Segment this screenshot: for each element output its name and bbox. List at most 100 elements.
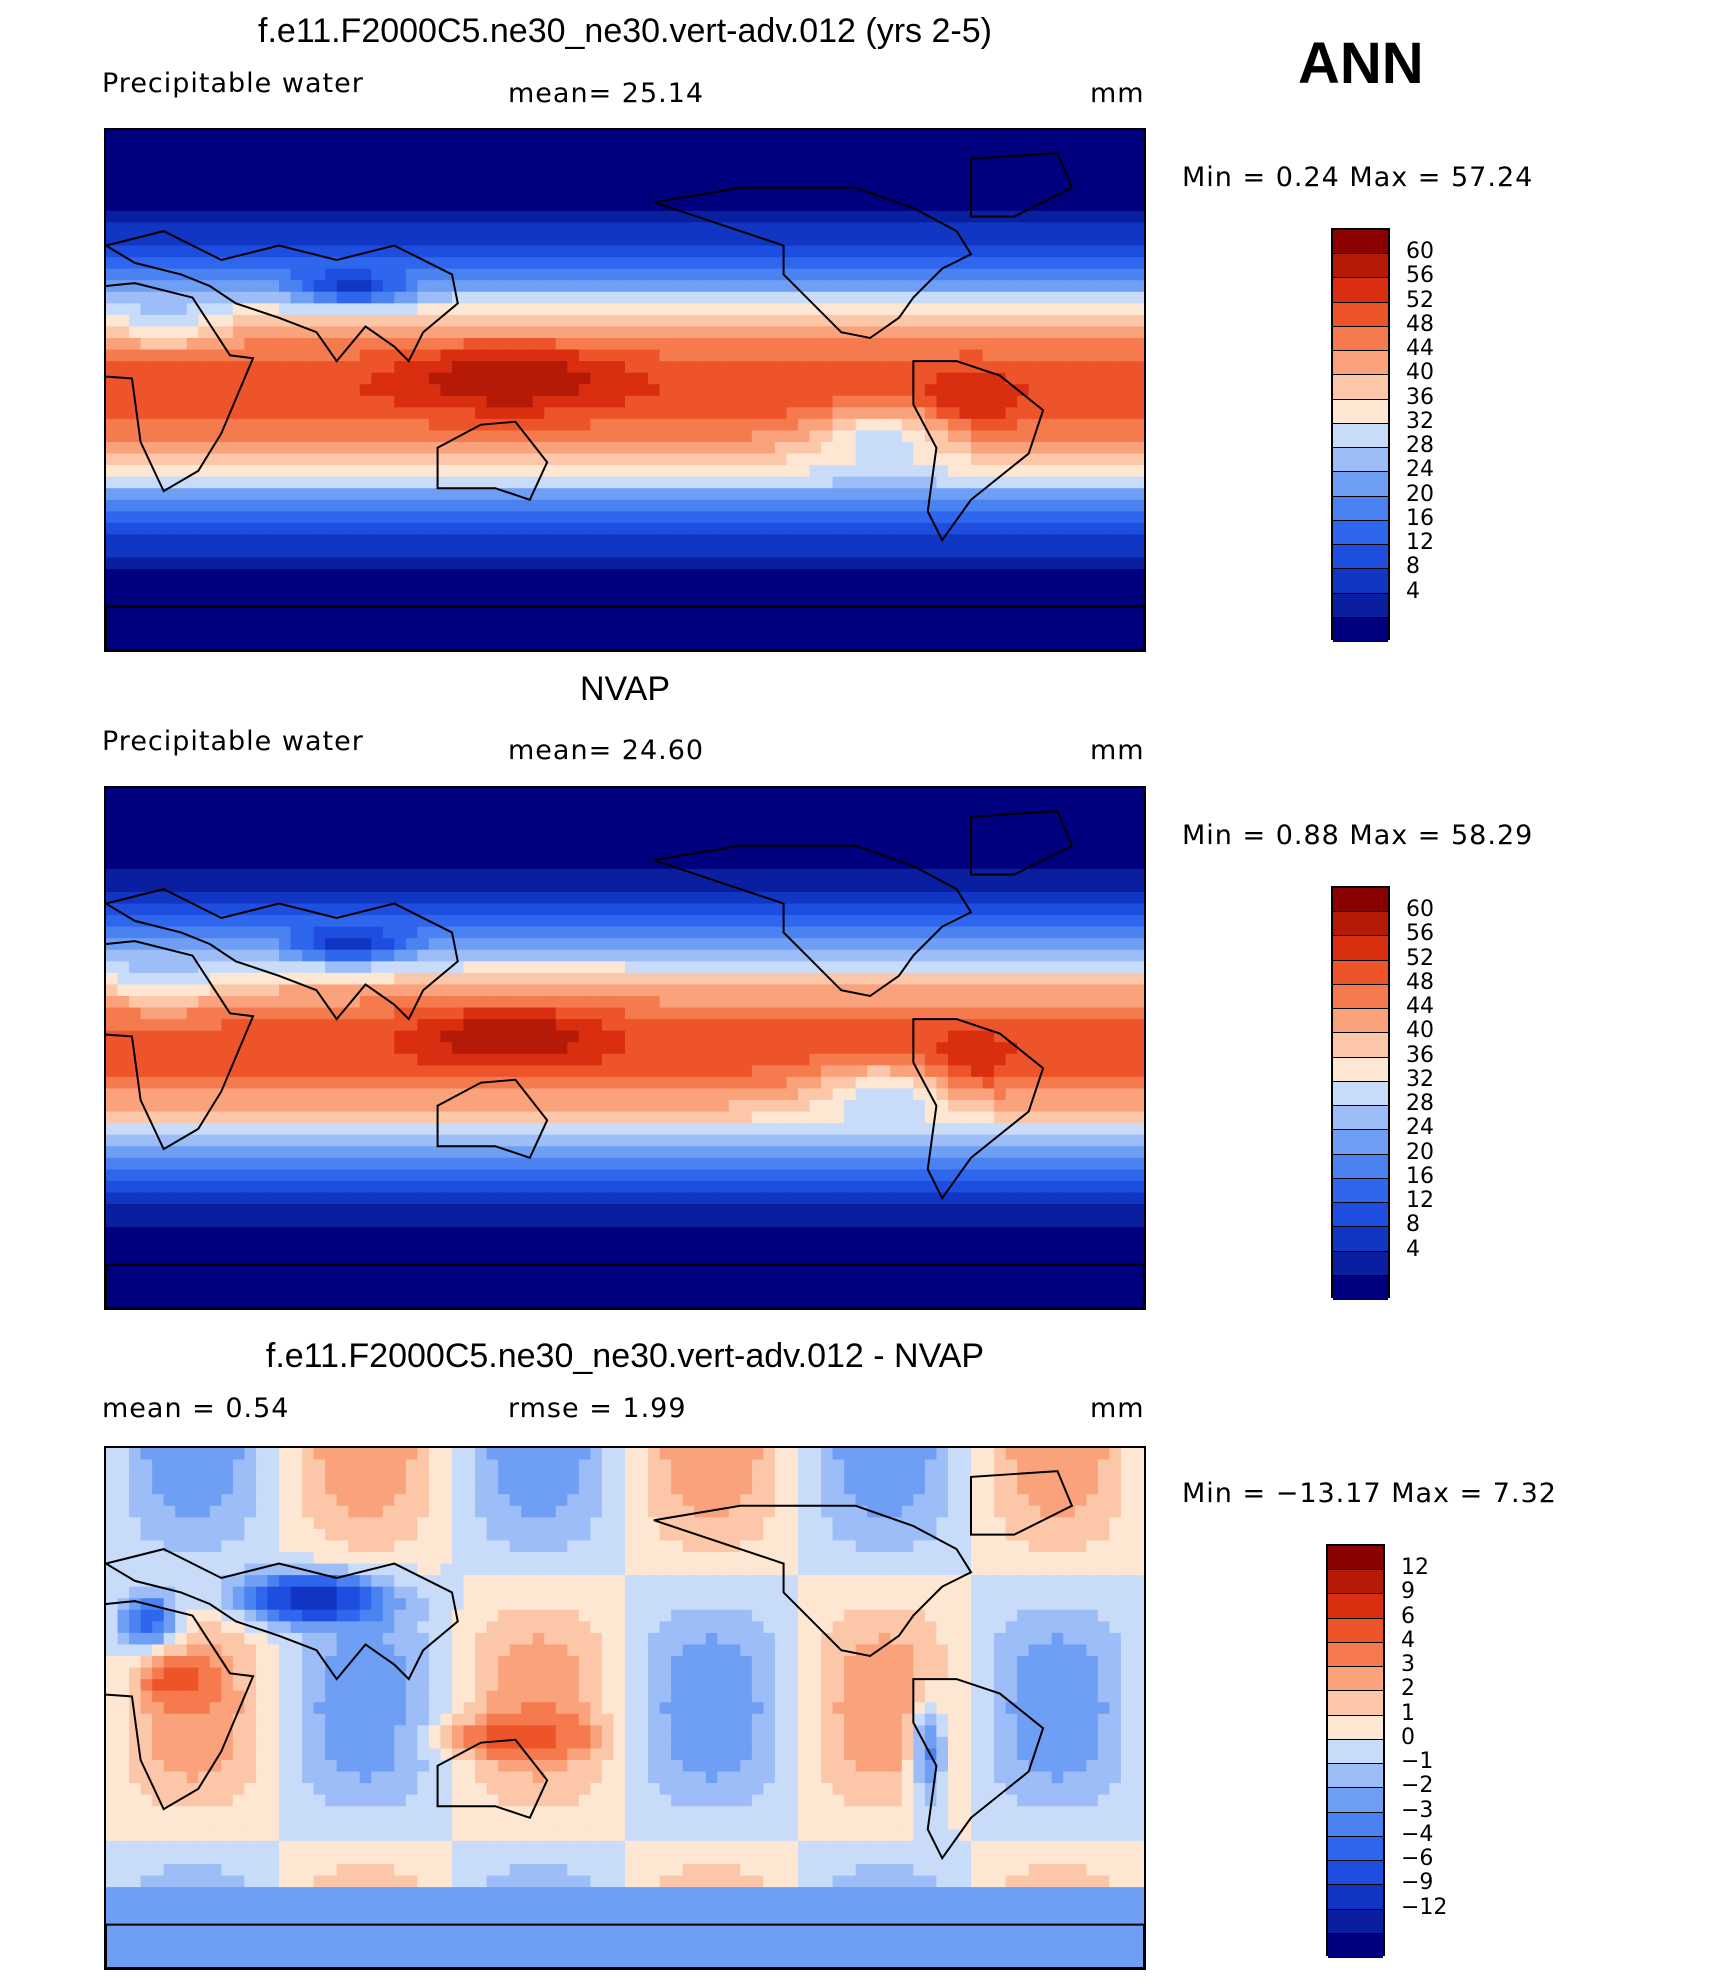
colorbar-swatch: [1333, 1227, 1388, 1252]
colorbar-tick-label: −4: [1401, 1821, 1434, 1847]
colorbar-swatch: [1328, 1691, 1383, 1716]
colorbar-tick-label: 32: [1406, 408, 1434, 434]
colorbar-swatch: [1333, 569, 1388, 594]
coastlines: [106, 1470, 1144, 1968]
colorbar-tick-label: −9: [1401, 1870, 1434, 1896]
colorbar-swatch: [1333, 960, 1388, 985]
colorbar-swatch: [1328, 1812, 1383, 1837]
difference-map: [104, 1446, 1146, 1970]
mean-label: mean= 24.60: [508, 735, 705, 766]
colorbar-swatch: [1333, 1275, 1388, 1300]
colorbar-swatch: [1333, 1033, 1388, 1058]
colorbar-swatch: [1328, 1667, 1383, 1692]
coastline: [106, 282, 255, 493]
precipitable-water-map: [104, 786, 1146, 1310]
panel-title: NVAP: [579, 670, 671, 708]
colorbar-swatch: [1333, 399, 1388, 424]
min-max-label: Min = −13.17 Max = 7.32: [1182, 1478, 1557, 1509]
colorbar-swatch: [1328, 1861, 1383, 1886]
coastline: [436, 1078, 549, 1160]
colorbar-swatch: [1328, 1933, 1383, 1958]
colorbar-swatch: [1333, 912, 1388, 937]
colorbar-swatch: [1333, 520, 1388, 546]
colorbar-swatch: [1333, 375, 1388, 400]
mean-label: mean = 0.54: [102, 1393, 290, 1424]
colorbar-tick-label: 16: [1406, 505, 1434, 531]
coastline: [436, 1738, 549, 1820]
colorbar-tick-label: 52: [1406, 287, 1434, 313]
colorbar-tick-label: 24: [1406, 457, 1434, 483]
colorbar-tick-label: 20: [1406, 1139, 1434, 1165]
colorbar-tick-label: 60: [1406, 239, 1434, 265]
coastline: [912, 1678, 1045, 1861]
map-plot: [106, 1448, 1144, 1968]
coastline: [106, 888, 459, 1021]
colorbar-swatch: [1333, 472, 1388, 497]
colorbar-swatch: [1333, 1154, 1388, 1179]
colorbar: [1331, 228, 1390, 642]
colorbar-swatch: [1333, 1130, 1388, 1155]
colorbar-swatch: [1333, 278, 1388, 303]
colorbar-swatch: [1333, 326, 1388, 352]
units-label: mm: [1090, 1393, 1145, 1424]
colorbar-tick-label: −6: [1401, 1846, 1434, 1872]
panel-title: f.e11.F2000C5.ne30_ne30.vert-adv.012 (yr…: [258, 12, 992, 50]
rmse-label: rmse = 1.99: [508, 1393, 687, 1424]
colorbar: [1326, 1544, 1385, 1958]
colorbar-swatch: [1328, 1546, 1383, 1571]
colorbar-tick-label: 56: [1406, 921, 1434, 947]
colorbar-tick-label: 6: [1401, 1603, 1415, 1629]
coastline: [106, 1600, 255, 1811]
colorbar-tick-label: 56: [1406, 263, 1434, 289]
colorbar-swatch: [1333, 1009, 1388, 1034]
colorbar-swatch: [1333, 351, 1388, 376]
colorbar-tick-label: 44: [1406, 994, 1434, 1020]
coastline: [106, 605, 1144, 650]
colorbar-swatch: [1333, 1106, 1388, 1131]
colorbar-tick-label: 12: [1401, 1555, 1429, 1581]
colorbar-swatch: [1328, 1788, 1383, 1813]
coastline: [970, 1470, 1074, 1536]
colorbar-tick-label: 12: [1406, 1188, 1434, 1214]
coastline: [970, 152, 1074, 218]
colorbar-swatch: [1328, 1909, 1383, 1934]
colorbar-tick-label: 1: [1401, 1700, 1415, 1726]
colorbar-swatch: [1328, 1642, 1383, 1668]
colorbar-tick-label: 12: [1406, 530, 1434, 556]
colorbar-tick-label: 36: [1406, 1042, 1434, 1068]
colorbar-swatch: [1328, 1570, 1383, 1595]
colorbar-tick-label: 28: [1406, 433, 1434, 459]
min-max-label: Min = 0.88 Max = 58.29: [1182, 820, 1534, 851]
colorbar-swatch: [1333, 545, 1388, 570]
colorbar-swatch: [1328, 1836, 1383, 1862]
colorbar-swatch: [1333, 1178, 1388, 1204]
map-plot: [106, 130, 1144, 650]
panel-title: f.e11.F2000C5.ne30_ne30.vert-adv.012 - N…: [265, 1337, 985, 1375]
colorbar-swatch: [1328, 1618, 1383, 1643]
colorbar-swatch: [1333, 1203, 1388, 1228]
coastline: [436, 420, 549, 502]
colorbar-tick-label: 28: [1406, 1091, 1434, 1117]
colorbar-tick-label: 4: [1406, 1236, 1420, 1262]
colorbar-tick-label: −3: [1401, 1797, 1434, 1823]
colorbar-swatch: [1328, 1594, 1383, 1619]
field-cells: [106, 788, 1144, 1308]
coastline: [653, 186, 973, 340]
colorbar-tick-label: 52: [1406, 945, 1434, 971]
colorbar-tick-label: 16: [1406, 1163, 1434, 1189]
colorbar-swatch: [1333, 423, 1388, 449]
precipitable-water-map: [104, 128, 1146, 652]
colorbar-swatch: [1328, 1764, 1383, 1789]
colorbar-tick-label: −2: [1401, 1773, 1434, 1799]
coastline: [106, 1548, 459, 1681]
colorbar-tick-label: 3: [1401, 1652, 1415, 1678]
min-max-label: Min = 0.24 Max = 57.24: [1182, 162, 1534, 193]
colorbar-tick-label: 60: [1406, 897, 1434, 923]
mean-label: mean= 25.14: [508, 78, 705, 109]
season-label: ANN: [1298, 31, 1424, 96]
colorbar-swatch: [1333, 617, 1388, 642]
coastline: [106, 230, 459, 363]
coastline: [106, 1923, 1144, 1968]
colorbar-tick-label: 0: [1401, 1724, 1415, 1750]
coastline: [653, 844, 973, 998]
